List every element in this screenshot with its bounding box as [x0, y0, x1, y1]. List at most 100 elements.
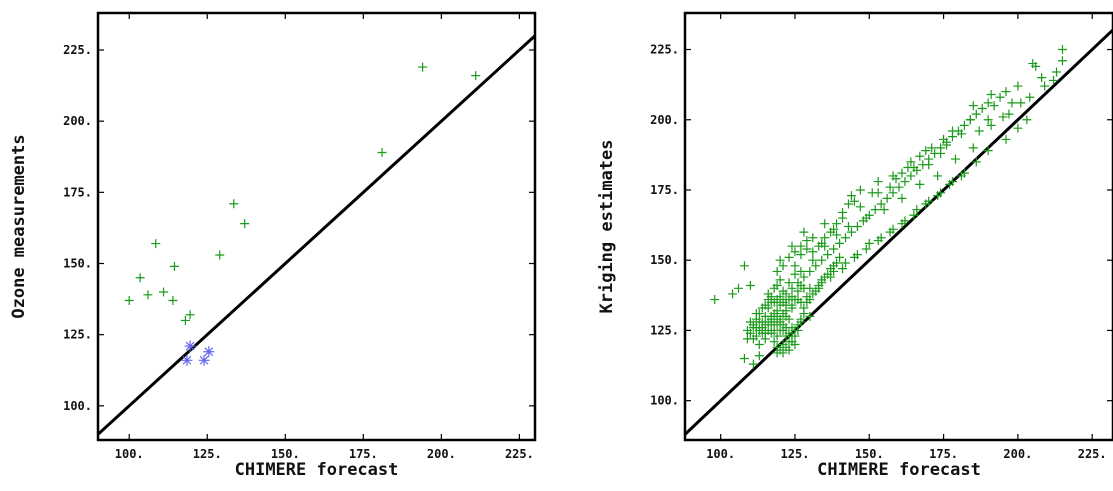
plus-point — [805, 266, 815, 276]
plus-point — [930, 148, 940, 158]
plus-point — [974, 126, 984, 136]
plus-point — [832, 230, 842, 240]
plus-point — [778, 261, 788, 271]
y-tick-label: 125. — [63, 328, 92, 342]
plus-point — [778, 286, 788, 296]
plus-point — [229, 199, 239, 209]
plus-point — [965, 115, 975, 125]
plus-point — [814, 283, 824, 293]
plus-point — [754, 339, 764, 349]
plus-point — [945, 179, 955, 189]
x-tick-label: 175. — [349, 447, 378, 461]
plus-point — [864, 238, 874, 248]
plus-point — [873, 236, 883, 246]
y-tick-label: 150. — [650, 253, 679, 267]
y-tick-label: 150. — [63, 257, 92, 271]
plus-point — [745, 280, 755, 290]
plus-point — [799, 272, 809, 282]
plus-point — [754, 325, 764, 335]
plus-point — [820, 233, 830, 243]
plus-point — [799, 227, 809, 237]
plus-point — [739, 261, 749, 271]
plus-point — [933, 191, 943, 201]
plus-point — [793, 320, 803, 330]
plus-point — [903, 163, 913, 173]
plus-point — [772, 311, 782, 321]
x-axis-title: CHIMERE forecast — [235, 460, 399, 480]
y-axis-title: Ozone measurements — [9, 134, 29, 318]
x-tick-label: 125. — [781, 447, 810, 461]
plus-point — [885, 227, 895, 237]
plus-point — [841, 258, 850, 268]
plus-point — [1049, 75, 1059, 85]
plus-point — [418, 62, 428, 72]
plus-point — [1057, 45, 1067, 55]
y-tick-label: 175. — [63, 185, 92, 199]
plus-point — [832, 258, 842, 268]
plus-point — [811, 261, 821, 271]
plus-point — [710, 295, 720, 305]
plus-point — [1057, 56, 1067, 66]
plus-point — [784, 337, 794, 347]
plus-point — [888, 188, 898, 198]
plus-point — [983, 115, 993, 125]
plus-point — [748, 359, 758, 369]
y-tick-label: 200. — [63, 114, 92, 128]
plus-point — [855, 185, 865, 195]
plus-point — [1022, 115, 1032, 125]
plus-point — [971, 109, 981, 119]
plus-point — [808, 255, 818, 265]
plus-point — [838, 213, 848, 223]
plus-point — [143, 290, 153, 300]
plus-point — [1001, 134, 1011, 144]
plus-point — [748, 323, 758, 333]
plus-point — [829, 244, 839, 254]
plus-point — [846, 191, 856, 201]
plus-point — [861, 244, 871, 254]
plus-point — [933, 171, 943, 181]
plus-point — [1016, 98, 1026, 108]
plus-point — [1040, 81, 1050, 91]
plus-point — [852, 222, 862, 231]
plus-point — [1004, 109, 1014, 119]
plus-point — [897, 219, 907, 229]
plus-point — [989, 101, 999, 111]
plus-point — [998, 112, 1008, 122]
asterisk-point — [203, 346, 215, 358]
plus-point — [953, 126, 963, 136]
asterisk-point — [184, 340, 196, 352]
plus-point — [820, 219, 830, 229]
y-tick-label: 100. — [650, 394, 679, 408]
plus-point — [772, 266, 782, 276]
plus-point — [790, 325, 800, 335]
plus-point — [846, 227, 856, 237]
plus-point — [135, 273, 145, 283]
plus-point — [956, 171, 966, 181]
plus-point — [1001, 87, 1011, 97]
y-tick-label: 175. — [650, 183, 679, 197]
plus-point — [799, 303, 809, 313]
plus-point — [838, 264, 848, 274]
plus-point — [790, 269, 800, 279]
plus-point — [775, 317, 785, 327]
plus-point — [924, 154, 934, 164]
plus-point — [948, 132, 957, 142]
plus-point — [894, 182, 904, 192]
plus-point — [823, 269, 833, 279]
plus-point — [784, 252, 794, 262]
x-axis-title: CHIMERE forecast — [817, 460, 981, 480]
plus-point — [754, 351, 764, 361]
plot-frame — [96, 11, 537, 442]
plus-point — [873, 177, 883, 187]
plus-point — [835, 252, 845, 262]
plus-point — [915, 179, 925, 189]
plus-point — [1052, 67, 1062, 77]
plus-point — [906, 171, 916, 181]
plus-point — [734, 283, 743, 293]
plus-point — [849, 196, 859, 206]
plus-point — [983, 98, 993, 108]
plus-point — [766, 292, 776, 302]
plus-point — [775, 325, 785, 335]
plus-point — [751, 314, 761, 324]
y-tick-label: 200. — [650, 113, 679, 127]
